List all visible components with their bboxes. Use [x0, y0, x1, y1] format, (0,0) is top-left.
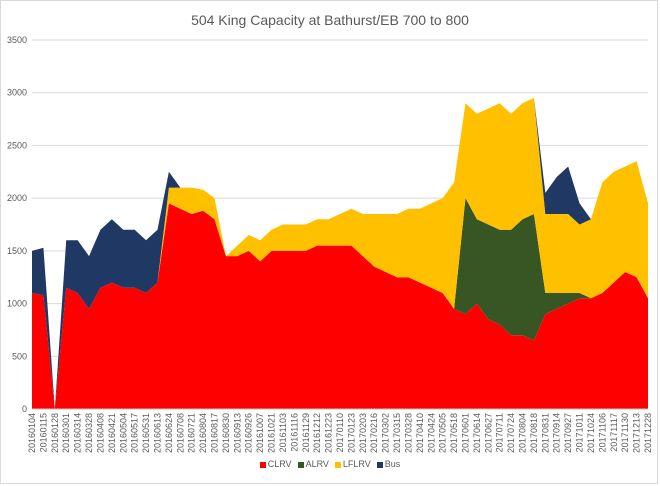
x-tick-label: 20161212	[312, 413, 322, 453]
x-tick-label: 20161116	[289, 413, 299, 452]
x-tick-label: 20160721	[187, 413, 197, 453]
x-tick-label: 20170410	[415, 413, 425, 453]
y-tick-label: 500	[12, 351, 27, 361]
y-tick-label: 2500	[7, 140, 27, 150]
legend-label: LFLRV	[342, 459, 371, 469]
x-tick-label: 20160613	[152, 413, 162, 453]
x-tick-label: 20170123	[346, 413, 356, 453]
legend-swatch	[259, 461, 266, 468]
series-area-bus	[32, 97, 648, 410]
x-tick-label: 20160624	[164, 413, 174, 453]
x-tick-label: 20160517	[130, 413, 140, 453]
y-tick-label: 0	[22, 404, 27, 414]
x-axis-ticks: 20160104 20160115 20160128 20160301 20160314…	[27, 413, 653, 453]
x-tick-label: 20170110	[335, 413, 345, 452]
chart-title: 504 King Capacity at Bathurst/EB 700 to …	[191, 12, 469, 28]
x-tick-label: 20160408	[95, 413, 105, 453]
x-tick-label: 20160830	[221, 413, 231, 453]
y-tick-label: 1000	[7, 299, 27, 309]
x-tick-label: 20170203	[358, 413, 368, 453]
x-tick-label: 20170804	[518, 413, 528, 453]
x-tick-label: 20160128	[50, 413, 60, 453]
x-tick-label: 20170914	[552, 413, 562, 453]
x-tick-label: 20160421	[107, 413, 117, 453]
x-tick-label: 20170424	[426, 413, 436, 453]
x-tick-label: 20170627	[483, 413, 493, 453]
legend-label: Bus	[384, 459, 401, 469]
x-tick-label: 20170831	[540, 413, 550, 453]
x-tick-label: 20160504	[118, 413, 128, 453]
y-tick-label: 3500	[7, 35, 27, 45]
x-tick-label: 20160328	[84, 413, 94, 453]
x-tick-label: 20160708	[175, 413, 185, 453]
series-area-clrv	[32, 203, 648, 409]
x-tick-label: 20161223	[324, 413, 334, 453]
legend-swatch	[376, 461, 383, 468]
legend-item-lflrv: LFLRV	[334, 459, 371, 469]
x-tick-label: 20170216	[369, 413, 379, 453]
x-tick-label: 20171011	[575, 413, 585, 452]
x-tick-label: 20171106	[597, 413, 607, 452]
x-tick-label: 20171213	[632, 413, 642, 453]
series-area-alrv	[32, 198, 648, 409]
x-tick-label: 20170315	[392, 413, 402, 453]
x-tick-label: 20161021	[267, 413, 277, 453]
legend-swatch	[297, 461, 304, 468]
x-tick-label: 20170601	[460, 413, 470, 453]
x-tick-label: 20160314	[73, 413, 83, 453]
legend-item-bus: Bus	[376, 459, 401, 469]
x-tick-label: 20160817	[210, 413, 220, 453]
legend: CLRV ALRV LFLRV Bus	[0, 459, 660, 469]
x-tick-label: 20171228	[643, 413, 653, 453]
legend-label: ALRV	[305, 459, 329, 469]
x-tick-label: 20170614	[472, 413, 482, 453]
y-axis-ticks: 0 500 1000 1500 2000 2500 3000 3500	[7, 35, 27, 414]
x-tick-label: 20171130	[620, 413, 630, 452]
x-tick-label: 20161007	[255, 413, 265, 453]
x-tick-label: 20160804	[198, 413, 208, 453]
x-tick-label: 20170505	[438, 413, 448, 453]
y-tick-label: 2000	[7, 193, 27, 203]
y-tick-label: 1500	[7, 246, 27, 256]
series-areas	[32, 97, 648, 410]
x-tick-label: 20160926	[244, 413, 254, 453]
x-tick-label: 20160104	[27, 413, 37, 453]
series-area-lflrv	[32, 97, 648, 410]
x-tick-label: 20170711	[495, 413, 505, 452]
legend-item-clrv: CLRV	[259, 459, 292, 469]
x-tick-label: 20161103	[278, 413, 288, 452]
x-tick-label: 20170518	[449, 413, 459, 453]
x-tick-label: 20160913	[232, 413, 242, 453]
x-tick-label: 20170927	[563, 413, 573, 453]
x-tick-label: 20170724	[506, 413, 516, 453]
x-tick-label: 20171117	[609, 413, 619, 452]
x-tick-label: 20170328	[403, 413, 413, 453]
x-tick-label: 20170302	[381, 413, 391, 453]
x-tick-label: 20160301	[61, 413, 71, 453]
x-tick-label: 20171024	[586, 413, 596, 453]
x-tick-label: 20160531	[141, 413, 151, 453]
x-tick-label: 20161129	[301, 413, 311, 452]
legend-swatch	[334, 461, 341, 468]
y-tick-label: 3000	[7, 88, 27, 98]
x-tick-label: 20170818	[529, 413, 539, 453]
x-tick-label: 20160115	[38, 413, 48, 452]
legend-label: CLRV	[267, 459, 292, 469]
legend-item-alrv: ALRV	[297, 459, 329, 469]
